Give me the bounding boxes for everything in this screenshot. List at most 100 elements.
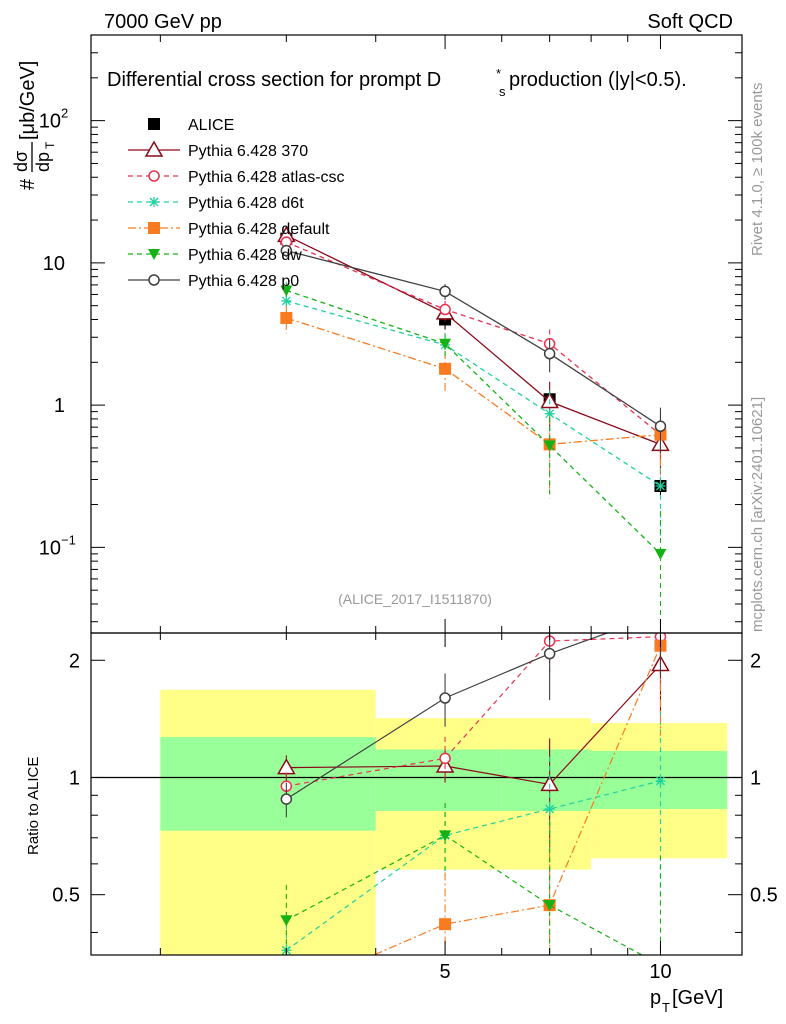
legend-marker-d6t-stroke bbox=[149, 197, 159, 207]
y-tick-label: 10 bbox=[43, 253, 65, 275]
legend-entry-data: ALICE bbox=[148, 117, 234, 134]
legend-marker-d6t bbox=[149, 197, 159, 207]
main-point-atlas bbox=[439, 303, 451, 316]
legend-label-p0: Pythia 6.428 p0 bbox=[188, 273, 299, 290]
legend-label-data: ALICE bbox=[188, 117, 234, 134]
main-point-d6t bbox=[655, 481, 666, 492]
legend-marker-data bbox=[148, 118, 160, 130]
y-tick-label: 1 bbox=[54, 395, 65, 417]
main-line-p370 bbox=[286, 234, 661, 445]
process-label: Soft QCD bbox=[647, 11, 733, 33]
x-tick-label: 5 bbox=[440, 961, 451, 983]
main-point-d6t-stroke bbox=[545, 409, 555, 419]
svg-text:T: T bbox=[43, 141, 57, 149]
legend-label-p370: Pythia 6.428 370 bbox=[188, 143, 308, 160]
y-axis-label-main: # dσ dp T [μb/GeV] bbox=[11, 61, 57, 190]
main-point-default bbox=[280, 311, 293, 324]
svg-text:production (|y|<0.5).: production (|y|<0.5). bbox=[509, 69, 687, 91]
ratio-line-default bbox=[372, 645, 662, 955]
svg-text:dp: dp bbox=[33, 152, 53, 172]
main-point-dw bbox=[654, 548, 667, 560]
ratio-tick-label-right: 0.5 bbox=[750, 885, 778, 907]
main-point-dw bbox=[543, 440, 556, 452]
plot-title: Differential cross section for prompt D … bbox=[107, 66, 687, 99]
ratio-point-dw bbox=[439, 830, 452, 842]
ratio-point-dw bbox=[543, 900, 556, 912]
y-axis-label-ratio: Ratio to ALICE bbox=[25, 757, 42, 855]
main-point-d6t bbox=[281, 295, 292, 306]
ratio-tick-label-right: 1 bbox=[750, 767, 761, 789]
ratio-point-d6t-stroke bbox=[545, 804, 555, 814]
svg-text:dσ: dσ bbox=[11, 151, 31, 172]
ratio-band-inner-1 bbox=[375, 749, 502, 812]
svg-text:s: s bbox=[499, 84, 506, 99]
y-tick-label: 10 bbox=[39, 537, 61, 559]
ratio-band-inner-2 bbox=[501, 749, 592, 812]
svg-text:T: T bbox=[662, 1000, 670, 1015]
ratio-point-default bbox=[439, 918, 452, 931]
rivet-label: Rivet 4.1.0, ≥ 100k events bbox=[749, 83, 766, 256]
legend-marker-atlas bbox=[148, 170, 160, 182]
legend-entry-p370: Pythia 6.428 370 bbox=[128, 140, 308, 160]
legend-entry-p0: Pythia 6.428 p0 bbox=[128, 273, 299, 290]
main-series-group bbox=[277, 225, 670, 633]
svg-text:#: # bbox=[17, 178, 39, 190]
legend-label-dw: Pythia 6.428 dw bbox=[188, 247, 302, 264]
ratio-point-p0 bbox=[280, 793, 293, 805]
main-point-dw bbox=[280, 285, 293, 297]
ratio-point-d6t-stroke bbox=[656, 776, 665, 786]
ratio-point-d6t bbox=[544, 803, 555, 814]
legend-entry-dw: Pythia 6.428 dw bbox=[128, 247, 302, 264]
main-point-p0 bbox=[280, 244, 293, 257]
ratio-point-p0 bbox=[439, 692, 451, 704]
x-tick-label: 10 bbox=[649, 961, 671, 983]
y-tick-exponent: 2 bbox=[61, 106, 68, 121]
svg-text:p: p bbox=[650, 987, 661, 1009]
analysis-id-label: (ALICE_2017_I1511870) bbox=[338, 591, 492, 607]
source-label: mcplots.cern.ch [arXiv:2401.10621] bbox=[749, 397, 766, 632]
main-line-d6t bbox=[286, 300, 661, 487]
ratio-tick-label-left: 0.5 bbox=[52, 885, 80, 907]
main-point-d6t-stroke bbox=[656, 481, 665, 491]
legend-entry-atlas: Pythia 6.428 atlas-csc bbox=[128, 169, 345, 186]
svg-text:[GeV]: [GeV] bbox=[672, 987, 723, 1009]
ratio-tick-label-left: 1 bbox=[69, 767, 80, 789]
svg-text:Differential cross section for: Differential cross section for prompt D bbox=[107, 69, 441, 91]
legend-label-d6t: Pythia 6.428 d6t bbox=[188, 195, 304, 212]
main-line-atlas bbox=[286, 241, 661, 436]
legend-entry-default: Pythia 6.428 default bbox=[128, 221, 330, 238]
ratio-band-inner-0 bbox=[160, 737, 376, 831]
legend-marker-dw bbox=[148, 249, 160, 260]
ratio-point-p370 bbox=[540, 774, 559, 792]
svg-text:[μb/GeV]: [μb/GeV] bbox=[17, 61, 39, 140]
main-point-dw bbox=[439, 338, 452, 350]
x-axis-label: p T [GeV] bbox=[650, 987, 723, 1015]
main-point-d6t-stroke bbox=[281, 296, 291, 306]
main-line-p0 bbox=[286, 249, 661, 427]
energy-label: 7000 GeV pp bbox=[104, 11, 222, 33]
legend-label-default: Pythia 6.428 default bbox=[188, 221, 330, 238]
legend-marker-p370 bbox=[144, 140, 164, 157]
legend-entry-d6t: Pythia 6.428 d6t bbox=[128, 195, 304, 212]
main-point-p0 bbox=[654, 420, 667, 433]
ratio-tick-label-right: 2 bbox=[750, 650, 761, 672]
ratio-series-group bbox=[277, 633, 670, 999]
main-point-p0 bbox=[439, 285, 451, 298]
ratio-point-atlas bbox=[439, 752, 451, 765]
y-tick-label: 10 bbox=[39, 111, 61, 133]
main-point-default bbox=[439, 362, 452, 375]
legend-label-atlas: Pythia 6.428 atlas-csc bbox=[188, 169, 345, 186]
ratio-line-p0 bbox=[286, 633, 610, 800]
svg-text:*: * bbox=[496, 66, 501, 81]
y-tick-exponent: −1 bbox=[61, 532, 76, 547]
ratio-line-atlas bbox=[286, 636, 661, 787]
ratio-point-p0 bbox=[543, 647, 556, 660]
ratio-point-default bbox=[280, 987, 292, 999]
ratio-point-dw bbox=[280, 915, 293, 927]
main-line-default bbox=[286, 317, 661, 446]
ratio-frame bbox=[90, 632, 743, 956]
ratio-tick-label-left: 2 bbox=[69, 650, 80, 672]
legend-marker-default bbox=[148, 222, 160, 234]
ratio-line-d6t bbox=[285, 780, 661, 951]
